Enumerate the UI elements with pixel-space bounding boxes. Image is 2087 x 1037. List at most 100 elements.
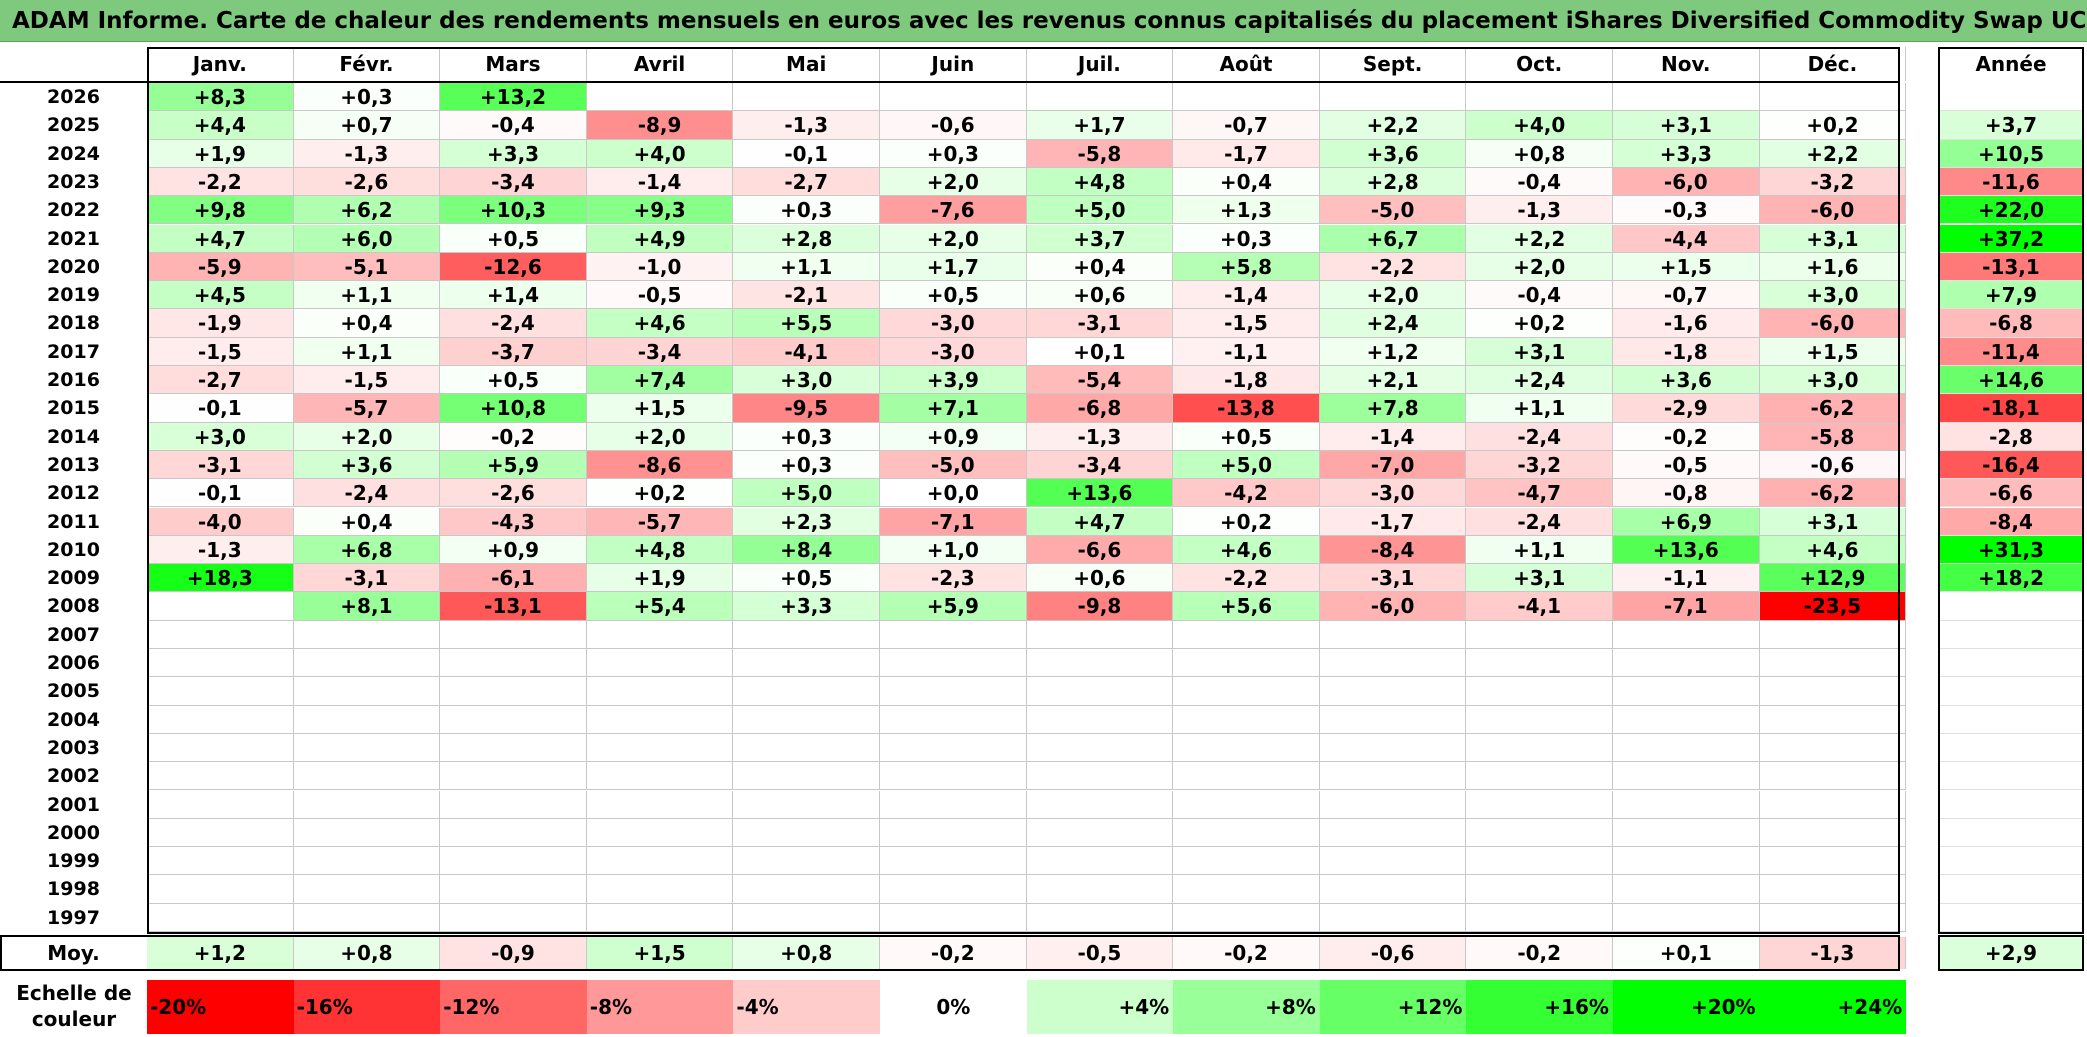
year-label: 2020 [47,255,100,278]
annual-cell [1938,903,2084,932]
heatmap-cell: +2,0 [1319,281,1467,310]
average-cell: -0,5 [1026,937,1174,969]
heatmap-cell: -6,0 [1613,167,1760,197]
annual-cell [1938,677,2084,706]
heatmap-cell: +2,2 [1466,224,1613,253]
heatmap-cell: -1,5 [147,337,294,366]
heatmap-cell [1613,677,1760,706]
heatmap-cell [1466,733,1613,763]
heatmap-cell [1173,818,1320,848]
heatmap-cell: -1,5 [293,366,441,395]
heatmap-cell: +0,2 [1466,309,1613,338]
heatmap-cell: -5,8 [1026,139,1174,168]
annual-cell: +14,6 [1938,366,2084,395]
annual-cell [1938,592,2084,621]
heatmap-cell: +6,8 [293,535,441,565]
heatmap-cell: +8,1 [293,592,441,621]
heatmap-cell [1759,818,1907,848]
heatmap-cell [586,620,734,649]
annual-cell: -11,4 [1938,337,2084,366]
heatmap-cell: -13,1 [440,592,587,621]
average-cell: +1,2 [147,937,294,969]
heatmap-cell [440,677,587,706]
average-cell: -0,2 [1466,937,1613,969]
year-label: 1999 [47,850,100,873]
heatmap-cell: -1,3 [293,139,441,168]
heatmap-cell: -0,4 [440,111,587,140]
annual-cell [1938,875,2084,904]
heatmap-cell [1466,620,1613,649]
annual-cell [1938,818,2084,848]
heatmap-cell: +1,9 [147,139,294,168]
heatmap-cell: +2,8 [1319,167,1467,197]
heatmap-cell: +3,0 [1759,366,1907,395]
heatmap-cell [586,847,734,876]
average-cell: +0,1 [1613,937,1760,969]
year-label: 2012 [47,482,100,505]
heatmap-cell [880,705,1027,734]
annual-cell: -11,6 [1938,167,2084,197]
heatmap-cell [440,705,587,734]
heatmap-cell [1759,705,1907,734]
heatmap-cell [440,790,587,819]
heatmap-cell: +4,7 [1026,507,1174,536]
heatmap-cell [880,83,1027,112]
heatmap-cell: -1,1 [1173,337,1320,366]
month-header: Févr. [293,47,441,81]
heatmap-cell [147,847,294,876]
heatmap-cell [1173,762,1320,791]
heatmap-cell [1759,649,1907,678]
heatmap-cell [733,620,880,649]
heatmap-cell: -6,8 [1026,394,1174,423]
heatmap-cell: -2,4 [1466,507,1613,536]
color-scale-swatch: -12% [440,980,587,1034]
heatmap-cell [1026,649,1174,678]
heatmap-cell: -6,1 [440,564,587,593]
heatmap-cell: -1,4 [1319,422,1467,451]
heatmap-cell: -7,6 [880,196,1027,225]
heatmap-cell: +4,9 [586,224,734,253]
heatmap-cell: -0,3 [1613,196,1760,225]
heatmap-cell: +1,1 [293,337,441,366]
heatmap-cell: +2,3 [733,507,880,536]
annual-cell: +3,7 [1938,111,2084,140]
heatmap-cell: +13,6 [1613,535,1760,565]
heatmap-cell: -1,5 [1173,309,1320,338]
heatmap-cell [440,903,587,932]
heatmap-cell: +8,3 [147,83,294,112]
month-header: Janv. [147,47,294,81]
heatmap-cell: +5,6 [1173,592,1320,621]
heatmap-cell [147,818,294,848]
heatmap-cell [440,649,587,678]
heatmap-cell [1319,733,1467,763]
year-label: 2026 [47,86,100,108]
heatmap-cell [1759,620,1907,649]
heatmap-cell [1026,790,1174,819]
heatmap-cell: +18,3 [147,564,294,593]
heatmap-cell [1613,649,1760,678]
heatmap-cell: -1,8 [1613,337,1760,366]
heatmap-cell: -4,1 [1466,592,1613,621]
average-cell: -1,3 [1759,937,1907,969]
heatmap-cell [1026,818,1174,848]
heatmap-cell [293,762,441,791]
heatmap-cell: +2,2 [1319,111,1467,140]
heatmap-cell [1759,903,1907,932]
heatmap-cell: +4,6 [1173,535,1320,565]
heatmap-cell: +0,2 [1759,111,1907,140]
heatmap-cell: -1,3 [147,535,294,565]
heatmap-cell [440,875,587,904]
heatmap-cell: +4,7 [147,224,294,253]
heatmap-cell: -0,6 [1759,450,1907,480]
heatmap-cell: -3,1 [1319,564,1467,593]
heatmap-cell [880,818,1027,848]
heatmap-cell: +1,2 [1319,337,1467,366]
heatmap-cell: -6,0 [1319,592,1467,621]
heatmap-cell: +3,3 [440,139,587,168]
heatmap-cell [1319,818,1467,848]
heatmap-cell: +1,9 [586,564,734,593]
year-label: 2025 [47,114,100,137]
heatmap-cell: -4,3 [440,507,587,536]
year-label: 2024 [47,142,100,165]
heatmap-cell: -5,1 [293,252,441,282]
